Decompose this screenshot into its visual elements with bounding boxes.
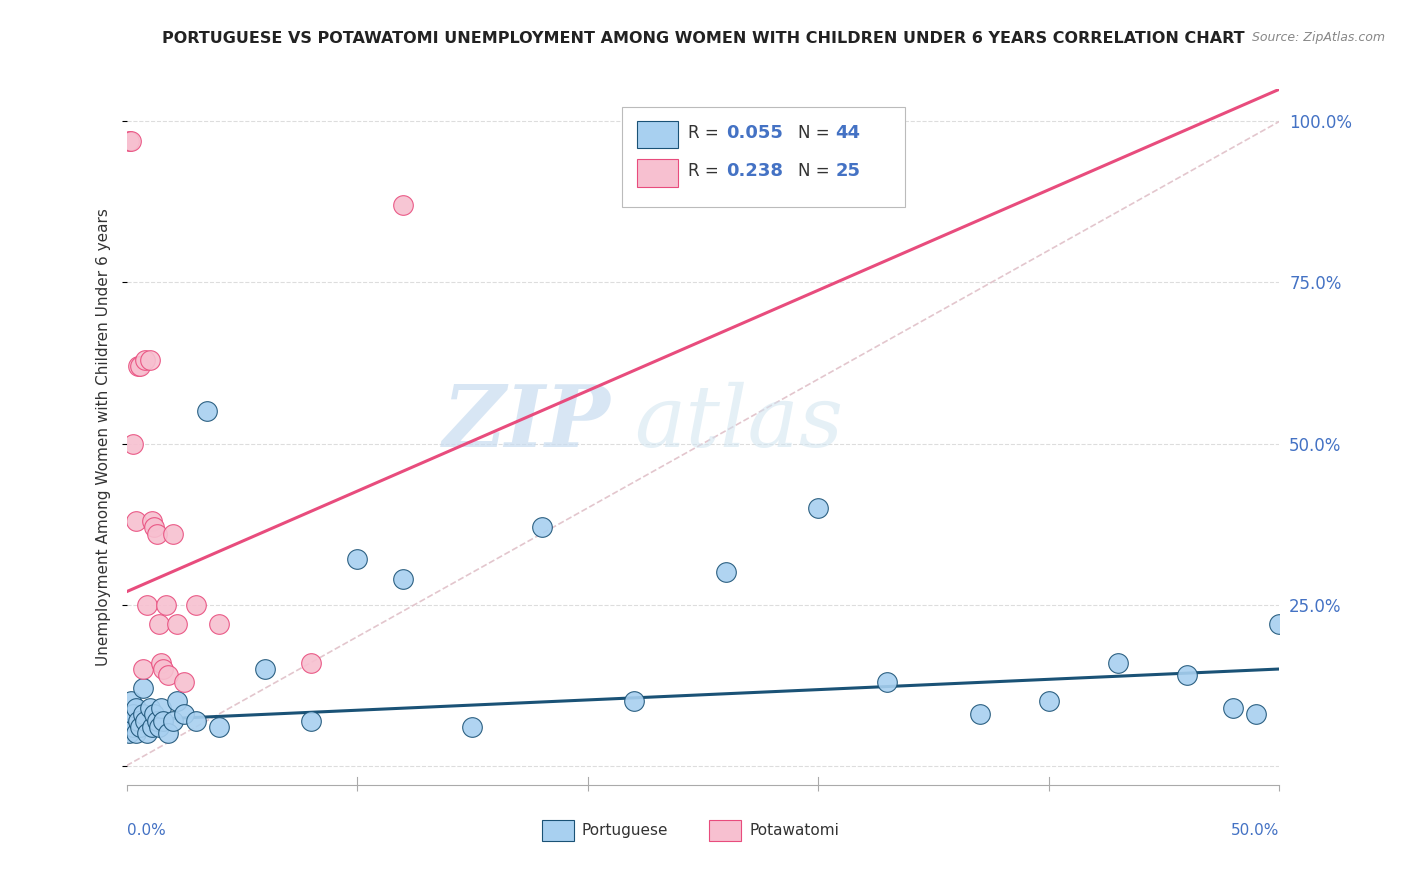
Point	[1107, 656, 1129, 670]
Point	[118, 726, 141, 740]
Point	[195, 404, 218, 418]
Point	[1038, 694, 1060, 708]
Point	[122, 436, 145, 450]
Point	[120, 694, 142, 708]
Point	[1222, 700, 1244, 714]
Point	[150, 656, 173, 670]
Text: PORTUGUESE VS POTAWATOMI UNEMPLOYMENT AMONG WOMEN WITH CHILDREN UNDER 6 YEARS CO: PORTUGUESE VS POTAWATOMI UNEMPLOYMENT AM…	[162, 31, 1244, 46]
FancyBboxPatch shape	[637, 120, 678, 148]
Point	[530, 520, 553, 534]
Point	[125, 726, 148, 740]
Point	[714, 566, 737, 580]
Text: R =: R =	[688, 162, 724, 180]
FancyBboxPatch shape	[709, 820, 741, 840]
Point	[141, 514, 163, 528]
Point	[157, 668, 180, 682]
Point	[173, 707, 195, 722]
Text: Portuguese: Portuguese	[582, 822, 668, 838]
Point	[157, 726, 180, 740]
Point	[125, 514, 148, 528]
Point	[1246, 707, 1268, 722]
Point	[131, 707, 153, 722]
Point	[155, 598, 177, 612]
Point	[152, 662, 174, 676]
Point	[143, 520, 166, 534]
Point	[118, 134, 141, 148]
Point	[461, 720, 484, 734]
Text: N =: N =	[797, 124, 834, 142]
Point	[136, 726, 159, 740]
FancyBboxPatch shape	[541, 820, 574, 840]
Text: 25: 25	[835, 162, 860, 180]
Point	[148, 720, 170, 734]
Point	[184, 598, 207, 612]
Point	[969, 707, 991, 722]
Point	[299, 714, 322, 728]
Text: 0.0%: 0.0%	[127, 823, 166, 838]
Text: Source: ZipAtlas.com: Source: ZipAtlas.com	[1251, 31, 1385, 45]
Point	[122, 707, 145, 722]
Y-axis label: Unemployment Among Women with Children Under 6 years: Unemployment Among Women with Children U…	[96, 208, 111, 666]
Point	[162, 714, 184, 728]
Point	[166, 694, 188, 708]
Point	[208, 616, 231, 631]
Point	[173, 674, 195, 689]
Point	[392, 572, 415, 586]
Point	[131, 681, 153, 696]
Text: atlas: atlas	[634, 382, 844, 465]
Point	[127, 359, 149, 374]
Point	[184, 714, 207, 728]
Point	[131, 662, 153, 676]
Point	[807, 500, 830, 515]
FancyBboxPatch shape	[637, 159, 678, 186]
Point	[152, 714, 174, 728]
Point	[166, 616, 188, 631]
Point	[127, 714, 149, 728]
Point	[138, 352, 160, 367]
Point	[134, 352, 156, 367]
Point	[145, 526, 167, 541]
Point	[141, 720, 163, 734]
Point	[134, 714, 156, 728]
Point	[122, 720, 145, 734]
Point	[129, 720, 152, 734]
Point	[138, 700, 160, 714]
Text: 44: 44	[835, 124, 860, 142]
Point	[150, 700, 173, 714]
Text: Potawatomi: Potawatomi	[749, 822, 839, 838]
FancyBboxPatch shape	[623, 106, 905, 208]
Text: R =: R =	[688, 124, 724, 142]
Point	[253, 662, 276, 676]
Point	[120, 134, 142, 148]
Point	[162, 526, 184, 541]
Point	[1175, 668, 1198, 682]
Point	[346, 552, 368, 566]
Text: N =: N =	[797, 162, 834, 180]
Point	[623, 694, 645, 708]
Point	[208, 720, 231, 734]
Point	[143, 707, 166, 722]
Point	[129, 359, 152, 374]
Text: 0.055: 0.055	[725, 124, 783, 142]
Point	[299, 656, 322, 670]
Point	[392, 198, 415, 212]
Point	[125, 700, 148, 714]
Point	[136, 598, 159, 612]
Text: 0.238: 0.238	[725, 162, 783, 180]
Point	[148, 616, 170, 631]
Text: ZIP: ZIP	[443, 382, 610, 465]
Text: 50.0%: 50.0%	[1232, 823, 1279, 838]
Point	[145, 714, 167, 728]
Point	[876, 674, 898, 689]
Point	[1268, 616, 1291, 631]
Point	[120, 714, 142, 728]
